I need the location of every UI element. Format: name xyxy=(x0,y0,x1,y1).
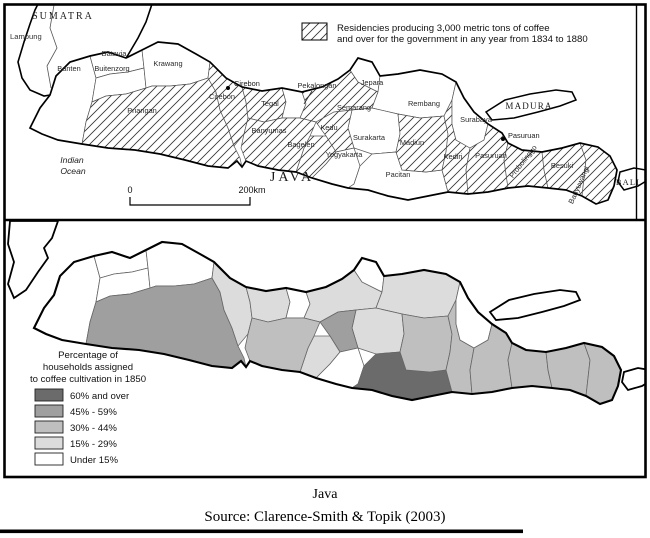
bali-label: BALI xyxy=(616,178,640,187)
indian-ocean-label-line2: Ocean xyxy=(60,166,86,176)
caption-title: Java xyxy=(313,487,339,502)
figure-border xyxy=(3,3,647,479)
legend-label-under-15: Under 15% xyxy=(70,455,118,466)
madura-island-bottom xyxy=(488,289,582,321)
bottom-map-panel: Percentage of households assigned to cof… xyxy=(5,221,645,476)
cirebon-city-label: Cirebon xyxy=(234,79,260,88)
pasuruan-city-dot xyxy=(501,137,505,141)
scale-zero-label: 0 xyxy=(127,185,132,195)
bottom-map-island xyxy=(32,240,645,406)
legend-swatch-30-44 xyxy=(34,420,64,434)
region-label-batavia: Batavia xyxy=(102,49,128,58)
java-label: JAVA xyxy=(270,170,314,185)
bottom-legend-title-line1: Percentage of xyxy=(58,350,118,361)
top-map-panel: Banten Batavia Buitenzorg Krawang Priangan Ci… xyxy=(5,5,645,220)
bottom-map-regions xyxy=(33,241,622,405)
java-coastline-top xyxy=(28,41,618,205)
region-label-priangan: Priangan xyxy=(127,106,157,115)
legend-swatch-60-and-over xyxy=(34,388,64,402)
top-legend: Residencies producing 3,000 metric tons … xyxy=(301,22,588,45)
region-bottom-tegal xyxy=(245,286,291,323)
bottom-legend-title-line3: to coffee cultivation in 1850 xyxy=(30,374,146,385)
region-label-banten: Banten xyxy=(57,64,80,73)
bali-island-bottom xyxy=(621,367,645,392)
region-bottom-banyumas xyxy=(244,317,321,373)
region-label-surakarta: Surakarta xyxy=(353,133,386,142)
pasuruan-city-label: Pasuruan xyxy=(508,131,540,140)
lampung-border xyxy=(46,5,58,89)
region-label-tegal: Tegal xyxy=(261,99,279,108)
region-label-cirebon: Cirebon xyxy=(209,92,235,101)
region-label-pasuruan: Pasuruan xyxy=(475,151,507,160)
region-label-besuki: Besuki xyxy=(551,161,574,170)
scale-bar: 0 200km xyxy=(127,185,266,206)
legend-label-45-59: 45% - 59% xyxy=(70,407,117,418)
legend-swatch-under-15 xyxy=(34,452,64,466)
bottom-legend-title-line2: households assigned xyxy=(43,362,133,373)
region-label-rembang: Rembang xyxy=(408,99,440,108)
region-top-banyumas xyxy=(240,117,317,173)
top-legend-line2: and over for the government in any year … xyxy=(337,34,588,45)
region-label-kediri: Kediri xyxy=(444,152,463,161)
top-legend-line1: Residencies producing 3,000 metric tons … xyxy=(337,23,550,34)
caption-source: Source: Clarence-Smith & Topik (2003) xyxy=(204,509,445,525)
scale-end-label: 200km xyxy=(238,185,265,195)
region-label-surabaya: Surabaya xyxy=(460,115,493,124)
region-bottom-madiun xyxy=(399,313,453,373)
region-bottom-surakarta xyxy=(351,307,405,355)
madura-label: MADURA xyxy=(505,101,552,111)
region-top-surakarta xyxy=(347,107,401,155)
legend-label-60-and-over: 60% and over xyxy=(70,391,130,402)
region-label-kedu: Kedu xyxy=(320,123,337,132)
region-label-krawang: Krawang xyxy=(153,59,182,68)
region-label-yogyakarta: Yogyakarta xyxy=(326,150,364,159)
lampung-label: Lampung xyxy=(10,32,42,41)
bottom-legend: Percentage of households assigned to cof… xyxy=(30,350,146,466)
pekalongan-leader-line xyxy=(303,90,313,105)
cirebon-city-dot xyxy=(226,86,230,90)
madura-island-top xyxy=(484,89,578,121)
hatch-legend-swatch xyxy=(301,22,328,41)
legend-swatch-45-59 xyxy=(34,404,64,418)
java-coastline-bottom xyxy=(32,240,623,406)
top-map-region-labels: Banten Batavia Buitenzorg Krawang Priangan Ci… xyxy=(57,49,591,205)
sumatra-label: SUMATRA xyxy=(32,11,94,22)
region-label-buitenzorg: Buitenzorg xyxy=(94,64,129,73)
indian-ocean-label-line1: Indian xyxy=(60,155,84,165)
bottom-edge-bar xyxy=(0,529,523,534)
legend-label-15-29: 15% - 29% xyxy=(70,439,117,450)
region-label-bagelen: Bagelen xyxy=(287,140,314,149)
region-label-banyumas: Banyumas xyxy=(252,126,287,135)
region-label-jepara: Jepara xyxy=(361,78,384,87)
legend-swatch-15-29 xyxy=(34,436,64,450)
legend-label-30-44: 30% - 44% xyxy=(70,423,117,434)
region-label-pekalongan: Pekalongan xyxy=(297,81,336,90)
region-label-semarang: Semarang xyxy=(337,103,371,112)
region-label-madiun: Madiun xyxy=(400,138,424,147)
region-label-pacitan: Pacitan xyxy=(386,170,411,179)
sumatra-tip-bottom xyxy=(7,221,59,300)
